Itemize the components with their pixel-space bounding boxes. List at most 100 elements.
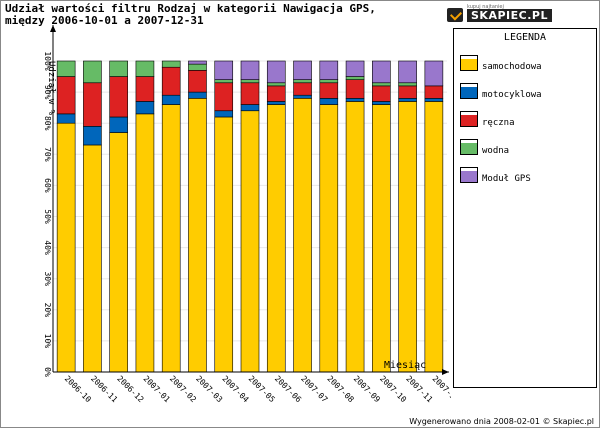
x-axis-arrow-icon bbox=[442, 369, 449, 375]
bar-segment bbox=[188, 70, 207, 93]
x-tick-label: 2007-09 bbox=[352, 374, 382, 404]
legend-swatch bbox=[460, 139, 478, 155]
y-tick-label: 30% bbox=[43, 271, 52, 286]
legend-label: wodna bbox=[482, 146, 510, 156]
bar-segment bbox=[319, 104, 339, 373]
x-tick-labels: 2006-102006-112006-122007-012007-022007-… bbox=[63, 374, 451, 404]
bar-segment bbox=[109, 116, 128, 133]
bar-segment bbox=[319, 98, 339, 105]
bar-segment bbox=[214, 79, 234, 84]
bar-segment bbox=[214, 116, 234, 373]
y-tick-label: 60% bbox=[43, 178, 52, 193]
title-line-1: Udział wartości filtru Rodzaj w kategori… bbox=[5, 2, 376, 15]
bar-segment bbox=[293, 94, 312, 99]
bar-segment bbox=[109, 76, 128, 118]
bar-segment bbox=[398, 101, 417, 373]
bar-segment bbox=[424, 101, 444, 373]
bar-segment bbox=[240, 110, 260, 373]
bar-segment bbox=[161, 66, 181, 96]
bar-segment bbox=[345, 60, 365, 77]
bars bbox=[56, 60, 444, 373]
legend-swatch bbox=[460, 111, 478, 127]
y-tick-labels: 0% 10% 20% 30% 40% 50% 60% 70% 80% 90% 100% bbox=[43, 51, 52, 377]
bar-segment bbox=[56, 122, 76, 373]
bar-segment bbox=[372, 101, 391, 105]
x-tick-label: 2007-02 bbox=[168, 374, 198, 404]
legend: LEGENDA samochodowa motocyklowa ręczna wodn… bbox=[453, 28, 597, 388]
y-tick-label: 40% bbox=[43, 240, 52, 255]
bar-segment bbox=[319, 79, 339, 84]
legend-label: Moduł GPS bbox=[482, 174, 531, 184]
bar-segment bbox=[135, 101, 155, 115]
title-line-2: między 2006-10-01 a 2007-12-31 bbox=[5, 14, 204, 27]
bar-segment bbox=[345, 79, 365, 99]
x-tick-label: 2006-11 bbox=[89, 374, 119, 404]
bar-segment bbox=[372, 82, 391, 87]
legend-label: samochodowa bbox=[482, 62, 542, 72]
logo-tagline: kupuj najtaniej bbox=[467, 4, 504, 10]
bar-segment bbox=[188, 91, 207, 99]
bar-segment bbox=[188, 98, 207, 373]
bar-segment bbox=[214, 82, 234, 112]
bar-segment bbox=[424, 98, 444, 102]
y-axis-arrow-icon bbox=[50, 25, 56, 32]
bar-segment bbox=[266, 60, 286, 84]
legend-title: LEGENDA bbox=[503, 32, 547, 43]
bar-segment bbox=[345, 101, 365, 373]
legend-label: motocyklowa bbox=[482, 90, 542, 100]
bar-segment bbox=[398, 98, 417, 102]
x-tick-label: 2007-12 bbox=[430, 374, 451, 404]
bar-segment bbox=[56, 60, 76, 77]
bar-segment bbox=[83, 144, 102, 373]
bar-segment bbox=[135, 76, 155, 102]
y-tick-label: 100% bbox=[43, 51, 52, 70]
checkmark-icon bbox=[447, 8, 463, 22]
bar-segment bbox=[345, 98, 365, 102]
y-tick-label: 10% bbox=[43, 334, 52, 349]
bar-segment bbox=[293, 60, 312, 80]
x-tick-label: 2007-04 bbox=[220, 374, 250, 404]
y-tick-label: 90% bbox=[43, 85, 52, 100]
bar-segment bbox=[345, 76, 365, 80]
bar-segment bbox=[240, 82, 260, 105]
bar-segment bbox=[293, 98, 312, 373]
bar-segment bbox=[135, 60, 155, 77]
bar-segment bbox=[424, 85, 444, 99]
y-tick-label: 70% bbox=[43, 147, 52, 162]
x-tick-label: 2006-10 bbox=[63, 374, 93, 404]
bar-segment bbox=[293, 82, 312, 96]
logo-wordmark: SKAPIEC.PL bbox=[467, 9, 552, 22]
bar-segment bbox=[266, 101, 286, 105]
y-tick-label: 50% bbox=[43, 209, 52, 224]
y-axis-label: Udział w % bbox=[46, 61, 56, 116]
bar-segment bbox=[398, 82, 417, 87]
bar-segment bbox=[319, 82, 339, 99]
x-tick-label: 2007-08 bbox=[325, 374, 355, 404]
bar-segment bbox=[398, 60, 417, 84]
legend-swatch bbox=[460, 83, 478, 99]
x-tick-label: 2007-07 bbox=[299, 374, 329, 404]
x-tick-label: 2007-01 bbox=[142, 374, 172, 404]
bar-segment bbox=[83, 82, 102, 127]
bar-segment bbox=[319, 60, 339, 80]
x-tick-label: 2007-05 bbox=[247, 374, 277, 404]
bar-segment bbox=[240, 60, 260, 80]
bar-segment bbox=[266, 85, 286, 102]
bar-segment bbox=[266, 82, 286, 87]
x-tick-label: 2006-12 bbox=[115, 374, 145, 404]
y-tick-label: 20% bbox=[43, 303, 52, 318]
axes bbox=[50, 25, 449, 375]
bar-segment bbox=[161, 104, 181, 373]
bar-segment bbox=[109, 132, 128, 373]
y-tick-label: 80% bbox=[43, 116, 52, 131]
bar-segment bbox=[83, 126, 102, 146]
bar-segment bbox=[214, 110, 234, 118]
bar-segment bbox=[135, 113, 155, 373]
bar-segment bbox=[214, 60, 234, 80]
chart-title: Udział wartości filtru Rodzaj w kategori… bbox=[5, 3, 376, 27]
bar-segment bbox=[372, 104, 391, 373]
bar-segment bbox=[188, 60, 207, 65]
bar-segment bbox=[161, 94, 181, 105]
x-tick-label: 2007-03 bbox=[194, 374, 224, 404]
bar-segment bbox=[372, 85, 391, 102]
